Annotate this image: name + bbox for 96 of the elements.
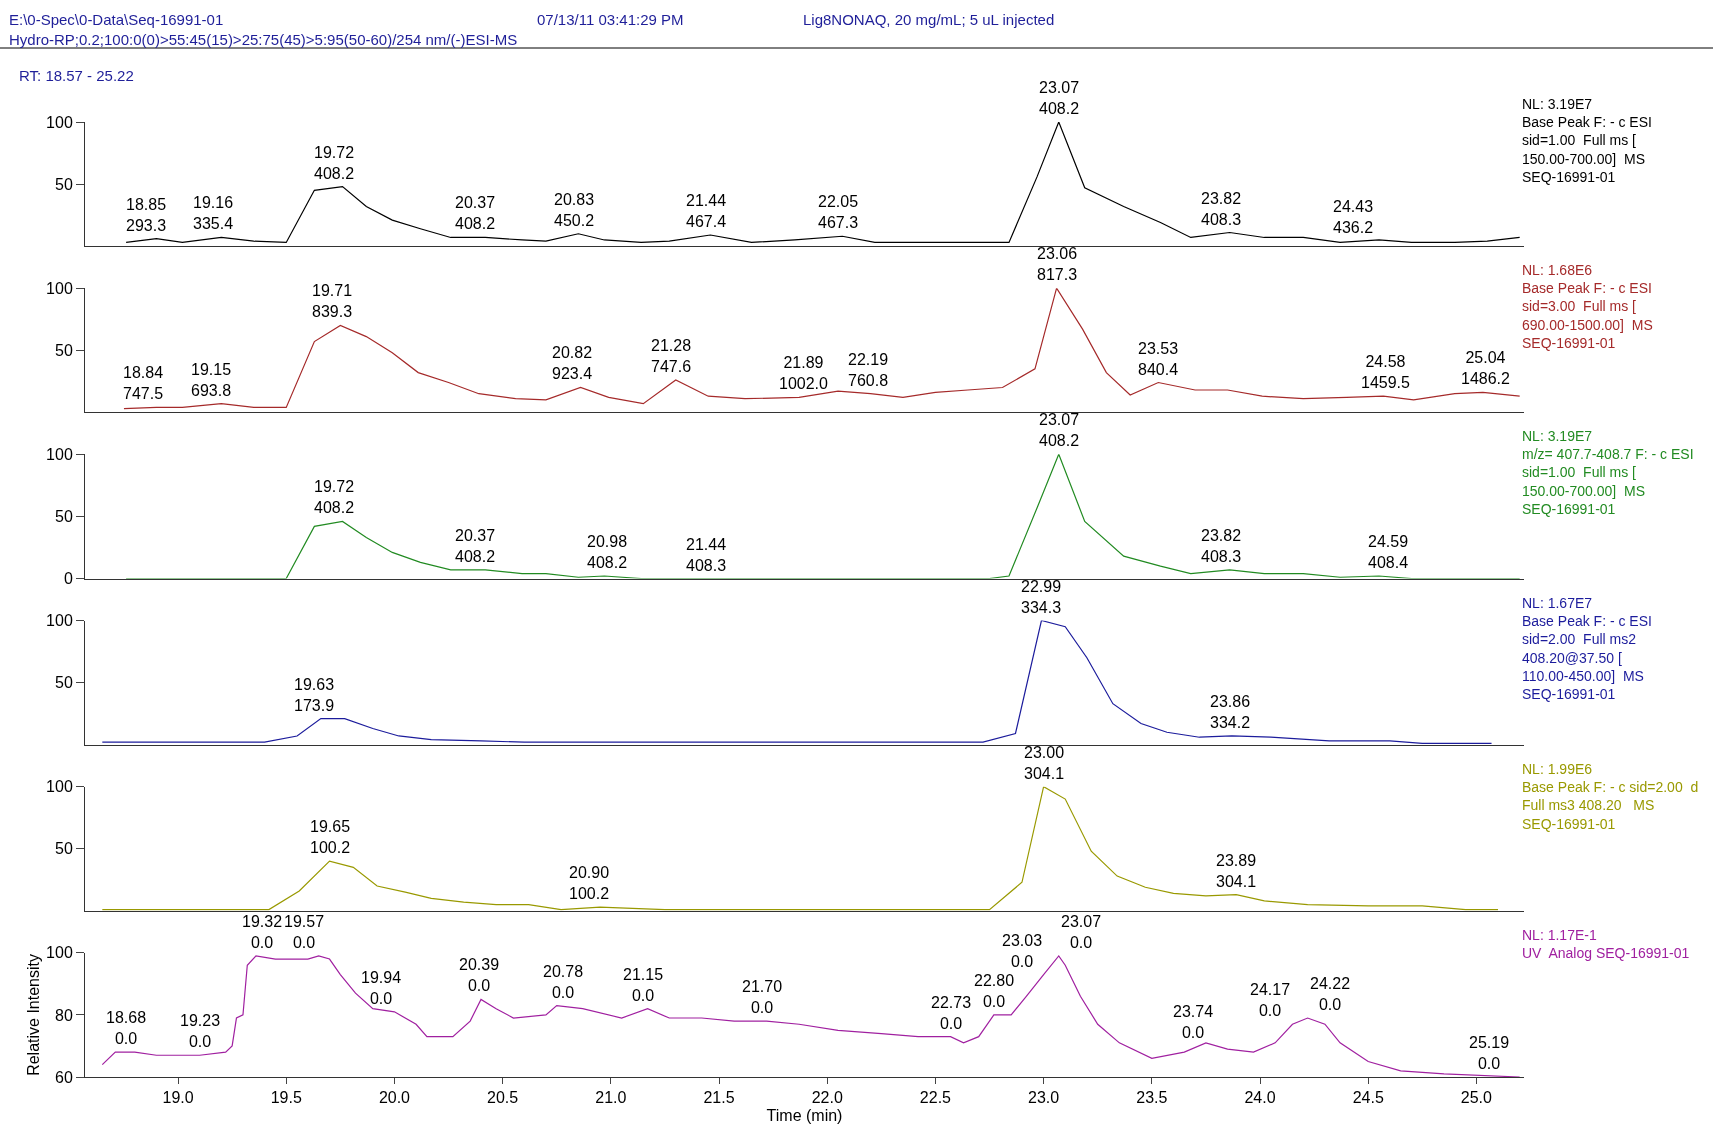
annotation: 22.05 467.3 — [818, 193, 859, 231]
annotation: 24.58 1459.5 — [1361, 353, 1411, 391]
annotation: 23.06 817.3 — [1037, 245, 1078, 283]
annotation: 23.82 408.3 — [1201, 190, 1242, 228]
annotation: 19.72 408.2 — [314, 144, 355, 182]
annotation: 23.07 408.2 — [1039, 79, 1080, 117]
text: Lig8NONAQ, 20 mg/mL; 5 uL injected — [803, 11, 1055, 28]
annotation: 20.39 0.0 — [459, 956, 500, 994]
x-tick-label: 21.5 — [703, 1089, 735, 1107]
annotation: 20.82 923.4 — [552, 344, 593, 382]
annotation: 18.85 293.3 — [126, 196, 167, 234]
annotation: 21.44 467.4 — [686, 192, 727, 230]
annotation: 24.22 0.0 — [1310, 975, 1351, 1013]
annotation: 19.63 173.9 — [294, 676, 335, 714]
line-series — [101, 955, 1521, 1077]
y-tick-label: 50 — [55, 508, 73, 526]
annotation: 21.89 1002.0 — [779, 354, 829, 392]
text: 07/13/11 03:41:29 PM — [537, 11, 684, 28]
annotation: 19.32 0.0 — [242, 913, 283, 951]
annotation: 22.80 0.0 — [974, 972, 1015, 1010]
y-tick-label: 60 — [55, 1068, 73, 1086]
annotation: 18.68 0.0 — [106, 1009, 147, 1047]
y-tick-label: 100 — [46, 279, 73, 297]
annotation: 23.03 0.0 — [1002, 932, 1043, 970]
y-tick-label: 50 — [55, 175, 73, 193]
line-series — [101, 620, 1493, 745]
x-axis-title: Time (min) — [766, 1106, 843, 1124]
annotation: 23.53 840.4 — [1138, 340, 1179, 378]
annotation: 19.57 0.0 — [284, 913, 325, 951]
chart-subtitle: Hydro-RP;0.2;100:0(0)>55:45(15)>25:75(45)>5:95(50-60)/254 nm/(-)ESI-MS — [9, 31, 518, 48]
line-series — [101, 786, 1499, 911]
annotation: 19.71 839.3 — [312, 282, 353, 320]
x-tick-label: 21.0 — [595, 1089, 627, 1107]
annotation: 18.84 747.5 — [123, 364, 164, 402]
y-tick-label: 100 — [46, 612, 73, 630]
annotation: 23.82 408.3 — [1201, 527, 1242, 565]
annotation: 23.07 0.0 — [1061, 913, 1102, 951]
annotation: NL: 3.19E7 Base Peak F: - c ESI sid=1.00 Full ms [ 150.00-700.00] MS SEQ-16991-01 — [1522, 96, 1652, 185]
y-tick-label: 100 — [46, 445, 73, 463]
annotation: 22.19 760.8 — [848, 351, 889, 389]
annotation: 20.83 450.2 — [554, 191, 595, 229]
annotation: 19.94 0.0 — [361, 969, 402, 1007]
line-series — [125, 122, 1521, 244]
annotation: 24.43 436.2 — [1333, 198, 1374, 236]
x-tick-label: 19.5 — [270, 1089, 302, 1107]
annotation: 21.44 408.3 — [686, 536, 727, 574]
x-tick-label: 20.0 — [378, 1089, 411, 1107]
y-tick-label: 80 — [55, 1006, 73, 1024]
annotation: 22.73 0.0 — [931, 994, 972, 1032]
y-tick-label: 50 — [55, 840, 73, 858]
x-tick-label: 19.0 — [162, 1089, 194, 1107]
annotation: NL: 1.68E6 Base Peak F: - c ESI sid=3.00 Full ms [ 690.00-1500.00] MS SEQ-16991-01 — [1522, 262, 1653, 351]
annotation: NL: 1.99E6 Base Peak F: - c sid=2.00 d Full ms3 408.20 MS SEQ-16991-01 — [1522, 761, 1699, 832]
annotation: 23.86 334.2 — [1210, 693, 1251, 731]
x-tick-label: 24.5 — [1352, 1089, 1384, 1107]
annotation: 23.74 0.0 — [1173, 1003, 1214, 1041]
annotation: 23.07 408.2 — [1039, 411, 1080, 449]
annotation: 20.90 100.2 — [569, 864, 610, 902]
annotation: 23.00 304.1 — [1024, 744, 1065, 782]
annotation: 19.16 335.4 — [193, 194, 234, 232]
y-tick-label: 50 — [55, 674, 73, 692]
y-axis-title: Relative Intensity — [25, 953, 42, 1076]
x-tick-label: 24.0 — [1244, 1089, 1276, 1107]
annotation: 19.72 408.2 — [314, 478, 355, 516]
annotation: 23.89 304.1 — [1216, 852, 1257, 890]
annotation: 25.19 0.0 — [1469, 1034, 1510, 1072]
annotation: 21.70 0.0 — [742, 978, 783, 1016]
x-tick-label: 23.5 — [1136, 1089, 1168, 1107]
y-tick-label: 100 — [46, 778, 73, 796]
annotation: 22.99 334.3 — [1021, 578, 1062, 616]
annotation: 24.59 408.4 — [1368, 533, 1409, 571]
x-tick-label: 23.0 — [1028, 1089, 1060, 1107]
x-tick-label: 22.5 — [919, 1089, 952, 1107]
annotation: NL: 1.67E7 Base Peak F: - c ESI sid=2.00 Full ms2 408.20@37.50 [ 110.00-450.00] MS SEQ-16991-01 — [1522, 595, 1652, 702]
y-tick-label: 0 — [63, 570, 73, 588]
annotation: 24.17 0.0 — [1250, 981, 1291, 1019]
y-tick-label: 100 — [46, 113, 73, 131]
annotation: NL: 1.17E-1 UV Analog SEQ-16991-01 — [1522, 927, 1690, 962]
y-tick-label: 50 — [55, 341, 73, 359]
x-tick-label: 22.0 — [811, 1089, 843, 1107]
annotation: 20.37 408.2 — [455, 527, 496, 565]
annotation: 20.98 408.2 — [587, 533, 628, 571]
x-tick-label: 20.5 — [487, 1089, 519, 1107]
annotation: 20.78 0.0 — [543, 963, 584, 1001]
annotation: 21.15 0.0 — [623, 966, 664, 1004]
annotation: 19.65 100.2 — [310, 818, 351, 856]
annotation: 19.23 0.0 — [180, 1012, 221, 1050]
annotation: 19.15 693.8 — [191, 361, 232, 399]
annotation: 25.04 1486.2 — [1461, 349, 1511, 387]
x-tick-label: 25.0 — [1460, 1089, 1493, 1107]
annotation: NL: 3.19E7 m/z= 407.7-408.7 F: - c ESI sid=1.00 Full ms [ 150.00-700.00] MS SEQ-16991-01 — [1522, 428, 1694, 517]
text: RT: 18.57 - 25.22 — [19, 67, 134, 84]
chart-title: E:\0-Spec\0-Data\Seq-16991-01 — [9, 11, 224, 28]
y-tick-label: 100 — [46, 944, 73, 962]
annotation: 21.28 747.6 — [651, 337, 692, 375]
annotation: 20.37 408.2 — [455, 194, 496, 232]
